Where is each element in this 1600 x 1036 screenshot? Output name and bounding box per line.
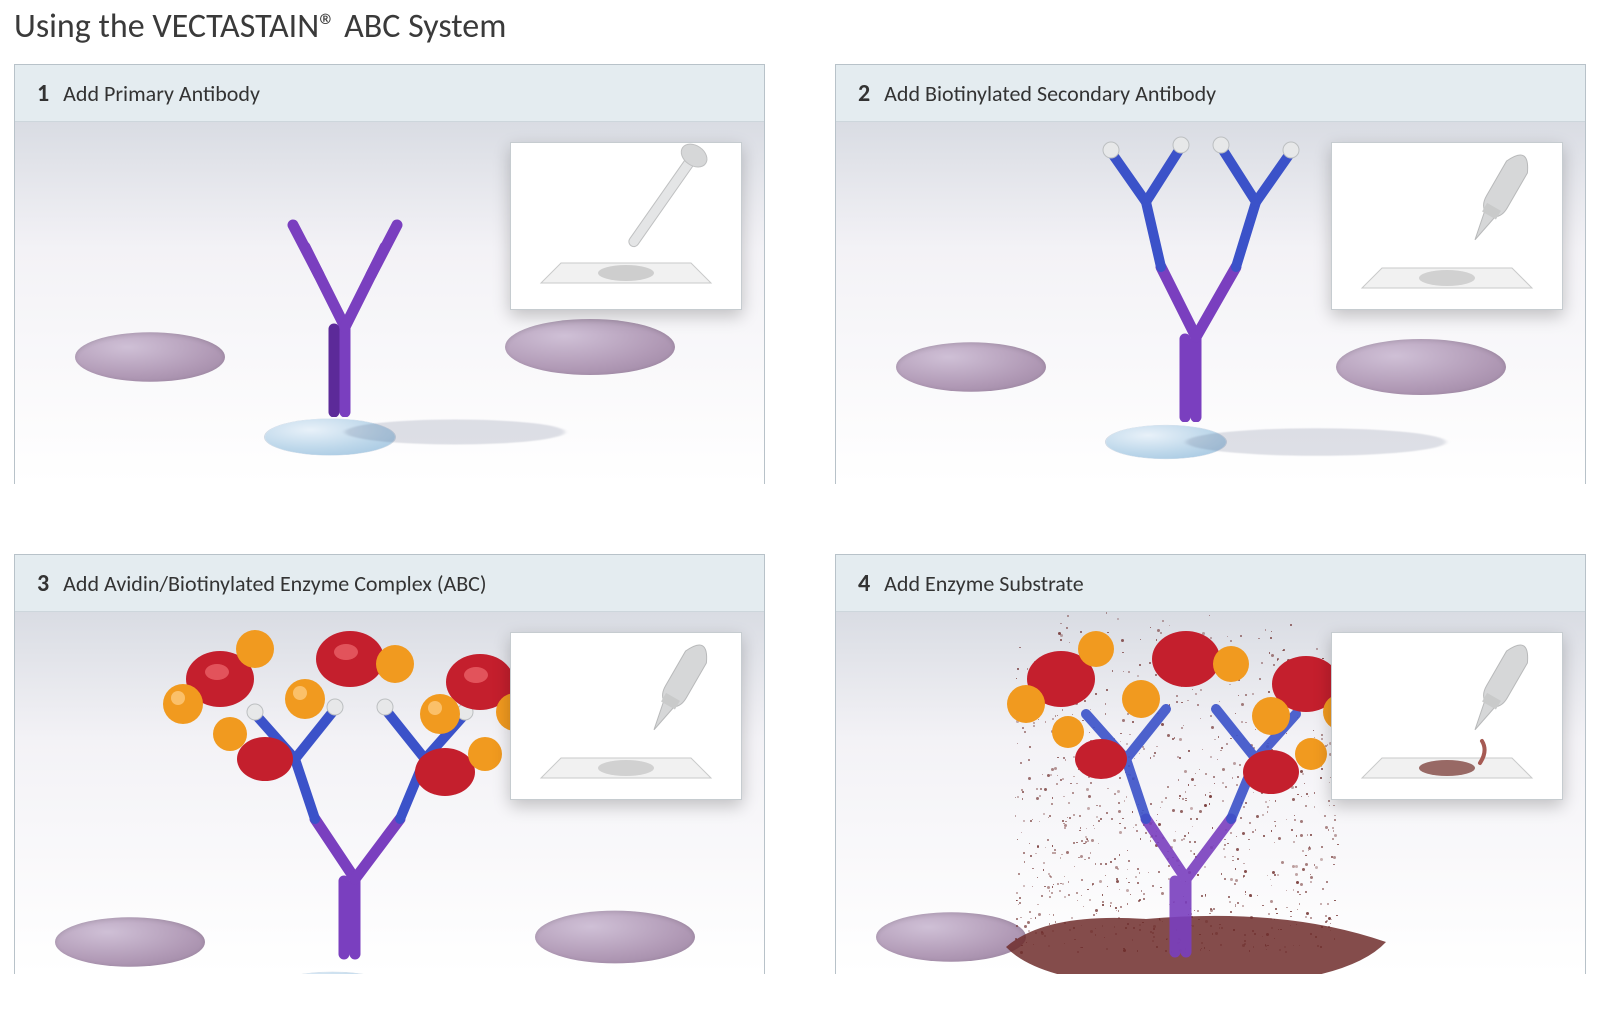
inset-dropper-colored (1331, 632, 1563, 800)
cell (896, 342, 1046, 392)
cell (535, 911, 695, 964)
step-label: Add Avidin/Biotinylated Enzyme Complex (… (63, 570, 486, 597)
cell (1336, 339, 1506, 395)
abc-complex (145, 612, 545, 964)
shadow (1186, 428, 1446, 456)
page-title: Using the VECTASTAIN® ABC System (14, 6, 506, 47)
panel-head: 1 Add Primary Antibody (15, 65, 764, 122)
step-number: 4 (858, 569, 870, 598)
step-label: Add Primary Antibody (63, 80, 260, 107)
abc-complex-substrate (986, 612, 1366, 964)
inset-pipette (510, 142, 742, 310)
step-label: Add Enzyme Substrate (884, 570, 1084, 597)
scene (15, 122, 764, 484)
antigen (270, 972, 395, 974)
panel-head: 3 Add Avidin/Biotinylated Enzyme Complex… (15, 555, 764, 612)
antibody-stack (1086, 132, 1316, 422)
step-number: 3 (37, 569, 49, 598)
shadow (345, 420, 565, 445)
scene (836, 122, 1585, 484)
scene (836, 612, 1585, 974)
panel-head: 2 Add Biotinylated Secondary Antibody (836, 65, 1585, 122)
cell (75, 332, 225, 382)
panel-grid: 1 Add Primary Antibody (14, 64, 1586, 974)
panel-step-1: 1 Add Primary Antibody (14, 64, 765, 484)
step-label: Add Biotinylated Secondary Antibody (884, 80, 1216, 107)
inset-dropper (510, 632, 742, 800)
step-number: 2 (858, 79, 870, 108)
cell (505, 319, 675, 375)
primary-antibody (285, 217, 405, 417)
panel-step-2: 2 Add Biotinylated Secondary Antibody (835, 64, 1586, 484)
panel-step-3: 3 Add Avidin/Biotinylated Enzyme Complex… (14, 554, 765, 974)
step-number: 1 (37, 79, 49, 108)
panel-head: 4 Add Enzyme Substrate (836, 555, 1585, 612)
inset-dropper (1331, 142, 1563, 310)
panel-step-4: 4 Add Enzyme Substrate (835, 554, 1586, 974)
scene (15, 612, 764, 974)
